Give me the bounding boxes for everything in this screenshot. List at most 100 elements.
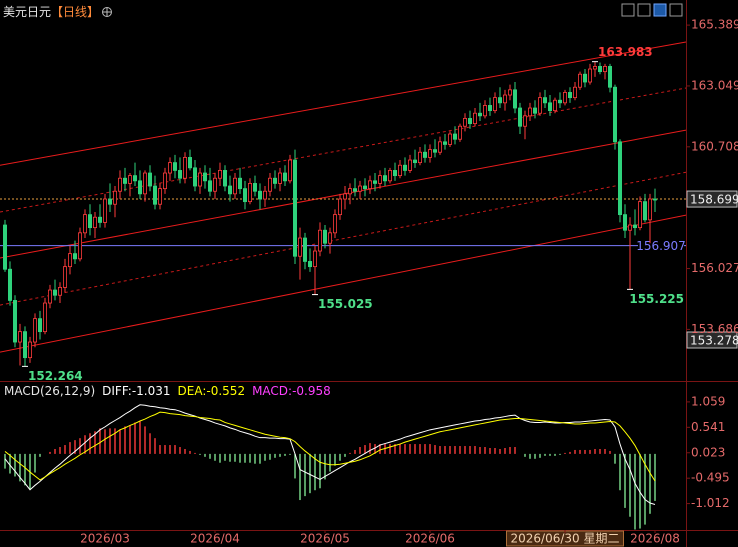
y-tick-label: 160.708 [691,139,738,153]
candle-body [558,99,563,104]
candle-body [377,175,382,184]
toolbar [621,3,683,17]
candle-body [382,175,387,182]
candle-body [237,177,242,190]
x-tick-label: 2026/08 [630,532,680,546]
y-tick-label: 156.027 [691,261,738,275]
legend-entry: DIFF:-1.031 [102,384,170,398]
candle-body [467,118,472,125]
candle-body [502,94,507,104]
price-panel: 156.907 163.983 155.025 155.225 152.264 [0,41,687,383]
candle-body [267,177,272,192]
add-icon[interactable] [102,7,112,17]
candle-body [563,92,568,104]
candle-body [137,180,142,195]
indicator-line [4,411,656,482]
candle-body [322,229,327,244]
candle-body [232,177,237,195]
candle-body [427,149,432,158]
candle-body [583,73,588,83]
candle-body [568,92,573,99]
channel-line [0,214,687,353]
candle-body [482,105,487,117]
candle-body [103,198,108,223]
candle-body [167,162,172,174]
candle-body [432,149,437,153]
candle-body [507,89,512,96]
candle-body [437,141,442,153]
y-tick-label: 165.389 [691,18,738,32]
candle-body [202,172,207,182]
candle-body [262,190,267,200]
candle-body [317,229,322,252]
candle-body [543,97,548,104]
candle-body [98,216,103,223]
axes: 158.699 153.278 165.389 163.049 160.708 156.0… [80,18,738,547]
candle-body [573,86,578,99]
candle-body [182,157,187,179]
legend-entry: DEA:-0.552 [178,384,246,398]
tool-button[interactable] [637,3,651,17]
candle-body [538,97,543,114]
tool-button[interactable] [621,3,635,17]
tool-button[interactable] [653,3,667,17]
macd-panel: MACD(26,12,9) DIFF:-1.031 DEA:-0.552 MACD:-… [4,384,656,530]
candle-body [648,198,653,221]
candle-body [533,107,538,114]
candle-body [277,172,282,184]
candle-body [247,183,252,203]
candle-body [197,172,202,187]
line-label: 156.907 [636,239,686,253]
candle-body [392,170,397,177]
candle-body [307,261,312,268]
channel-line [0,41,687,166]
x-tick-label: 2026/06 [405,532,455,546]
candle-body [638,201,643,229]
candle-body [7,268,12,301]
extreme-label: 152.264 [28,369,83,383]
candle-body [187,157,192,169]
candle-body [523,115,528,127]
candle-body [192,167,197,187]
candle-body [548,102,553,112]
price-box [686,190,738,208]
candle-body [492,97,497,112]
candle-body [38,318,43,333]
price-box-label: 153.278 [690,334,738,348]
candle-body [302,237,307,262]
y-tick-label: 163.049 [691,78,738,92]
candle-body [653,198,658,201]
candle-body [598,66,603,73]
y-tick-label: -1.012 [691,496,730,510]
candle-body [643,201,648,221]
candle-body [157,188,162,205]
channel-line [0,171,687,306]
candle-body [553,99,558,112]
candle-body [93,216,98,229]
candle-body [487,105,492,112]
candle-body [332,214,337,234]
candle-body [618,141,623,216]
candle-body [88,214,93,229]
candle-body [282,172,287,182]
candle-body [387,170,392,182]
candle-body [212,177,217,192]
candle-body [402,164,407,171]
extreme-label: 155.225 [629,292,684,306]
y-tick-label: 0.541 [691,420,725,434]
candle-body [578,73,583,88]
candle-body [12,300,17,343]
candle-body [132,175,137,182]
candle-body [257,190,262,200]
x-tick-label: 2026/03 [80,532,130,546]
x-tick-label: 2026/04 [190,532,240,546]
candle-body [48,289,53,304]
period: 【日线】 [51,5,99,19]
candle-body [292,159,297,257]
candle-body [588,68,593,83]
tool-button[interactable] [669,3,683,17]
candle-body [222,170,227,187]
candle-body [123,177,128,184]
candle-body [63,266,68,288]
candle-body [272,177,277,184]
